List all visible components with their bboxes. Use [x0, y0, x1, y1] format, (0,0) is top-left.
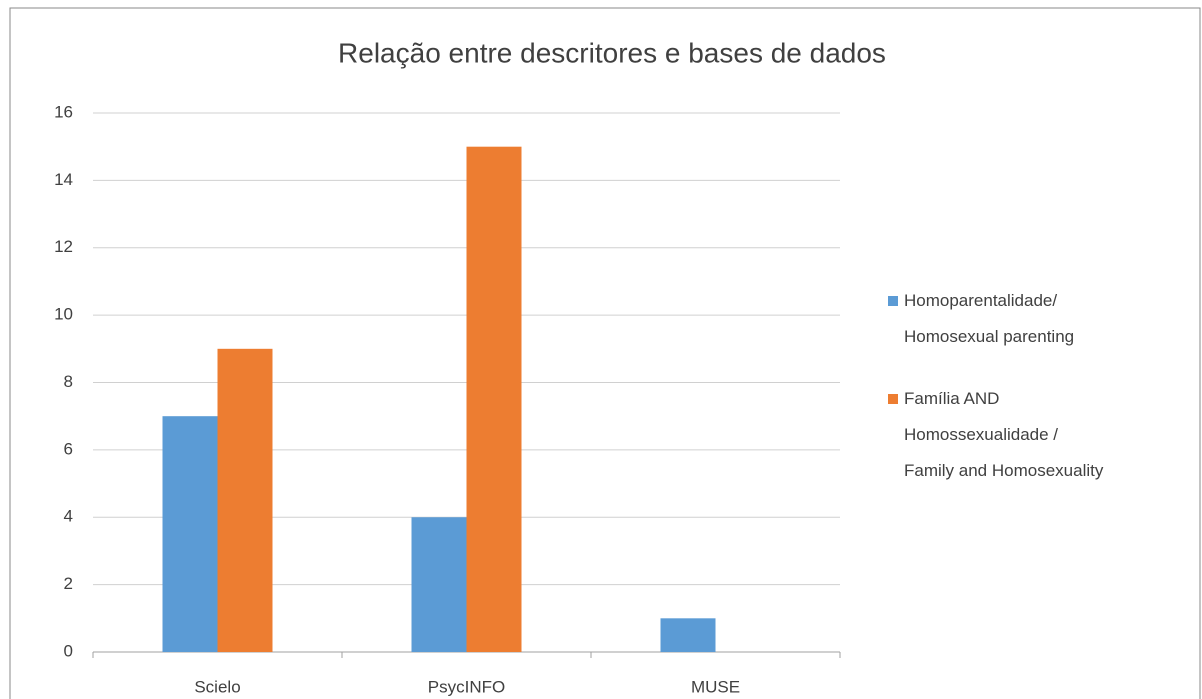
bar: [217, 348, 273, 652]
legend-swatch: [888, 394, 898, 404]
chart-title: Relação entre descritores e bases de dad…: [338, 37, 886, 68]
y-tick-label: 6: [64, 439, 73, 458]
legend-swatch: [888, 296, 898, 306]
bar: [162, 416, 218, 652]
x-tick-label: MUSE: [691, 677, 740, 696]
y-tick-label: 8: [64, 372, 73, 391]
y-tick-label: 2: [64, 574, 73, 593]
legend: Homoparentalidade/ Homosexual parenting F…: [888, 283, 1103, 515]
bar: [660, 618, 716, 652]
y-tick-label: 4: [64, 507, 73, 526]
x-tick-label: PsycINFO: [428, 677, 505, 696]
legend-entry: Família AND Homossexualidade / Family an…: [888, 381, 1103, 489]
y-tick-label: 16: [54, 102, 73, 121]
y-tick-label: 0: [64, 641, 73, 660]
y-tick-label: 10: [54, 305, 73, 324]
y-tick-label: 12: [54, 237, 73, 256]
legend-entry: Homoparentalidade/ Homosexual parenting: [888, 283, 1103, 355]
bar: [411, 517, 467, 652]
legend-label: Família AND Homossexualidade / Family an…: [904, 389, 1104, 480]
y-tick-label: 14: [54, 170, 73, 189]
bar: [466, 146, 522, 652]
legend-label: Homoparentalidade/ Homosexual parenting: [904, 291, 1075, 346]
x-tick-label: Scielo: [194, 677, 240, 696]
